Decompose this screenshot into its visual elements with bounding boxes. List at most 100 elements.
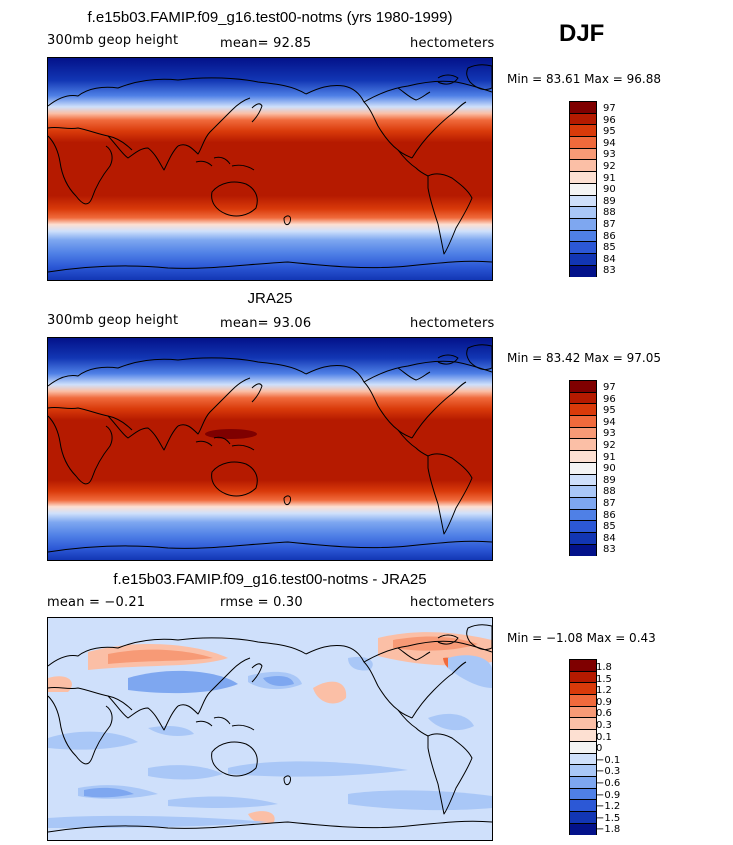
colorbar-label: 88 (603, 207, 616, 219)
colorbar-label: 0.9 (596, 696, 612, 708)
colorbar-swatch (570, 706, 596, 719)
colorbar-label: 97 (603, 382, 616, 393)
colorbar-swatch (570, 125, 596, 138)
colorbar-label: 89 (603, 195, 616, 207)
colorbar-label: 91 (603, 451, 616, 463)
colorbar-swatch (570, 218, 596, 231)
colorbar-label: 87 (603, 219, 616, 230)
colorbar-swatch (570, 730, 596, 742)
colorbar-swatch (570, 788, 596, 801)
colorbar-label: 83 (603, 265, 616, 277)
colorbar-label: 91 (603, 172, 616, 184)
colorbar-swatch (570, 265, 596, 278)
colorbar-swatch (570, 486, 596, 498)
colorbar-swatch (570, 497, 596, 510)
colorbar-swatch (570, 462, 596, 475)
colorbar-label: 90 (603, 463, 616, 475)
panel-1-colorbar (569, 101, 597, 278)
colorbar-swatch (570, 172, 596, 184)
colorbar-swatch (570, 416, 596, 428)
colorbar-label: 92 (603, 161, 616, 172)
colorbar-swatch (570, 381, 596, 393)
colorbar-label: 0 (596, 743, 603, 755)
colorbar-label: 0.1 (596, 731, 612, 743)
season-label: DJF (559, 20, 605, 47)
colorbar-label: 94 (603, 416, 616, 428)
colorbar-label: 0.3 (596, 720, 612, 731)
panel-2-map (47, 337, 493, 561)
colorbar-label: 83 (603, 544, 616, 556)
panel-3-contour-field (48, 618, 492, 840)
colorbar-label: 97 (603, 103, 616, 114)
panel-2-title: JRA25 (247, 290, 293, 307)
colorbar-label: 1.8 (596, 662, 612, 673)
colorbar-swatch (570, 474, 596, 487)
colorbar-swatch (570, 683, 596, 696)
colorbar-label: 94 (603, 137, 616, 149)
colorbar-swatch (570, 183, 596, 196)
panel-2-units-label: hectometers (410, 316, 495, 331)
colorbar-label: −1.8 (596, 824, 621, 836)
colorbar-swatch (570, 811, 596, 824)
panel-1-units-label: hectometers (410, 36, 495, 51)
colorbar-swatch (570, 230, 596, 243)
colorbar-label: 96 (603, 393, 616, 405)
colorbar-swatch (570, 427, 596, 440)
colorbar-swatch (570, 509, 596, 522)
panel-1-contour-field (48, 58, 492, 280)
colorbar-label: −0.9 (596, 789, 621, 801)
panel-2-minmax: Min = 83.42 Max = 97.05 (507, 351, 661, 365)
colorbar-label: 1.5 (596, 673, 612, 685)
colorbar-label: 84 (603, 253, 616, 265)
panel-3-colorbar (569, 659, 597, 836)
panel-3-units-label: hectometers (410, 595, 495, 610)
colorbar-swatch (570, 148, 596, 161)
colorbar-label: 85 (603, 242, 616, 254)
colorbar-swatch (570, 800, 596, 812)
colorbar-swatch (570, 521, 596, 533)
colorbar-label: −0.1 (596, 754, 621, 766)
colorbar-swatch (570, 718, 596, 731)
panel-1-title: f.e15b03.FAMIP.f09_g16.test00-notms (yrs… (87, 9, 453, 26)
colorbar-swatch (570, 242, 596, 254)
colorbar-swatch (570, 160, 596, 173)
colorbar-label: 93 (603, 149, 616, 161)
colorbar-label: 90 (603, 184, 616, 196)
colorbar-swatch (570, 823, 596, 836)
panel-2-colorbar (569, 380, 597, 557)
colorbar-label: 85 (603, 521, 616, 533)
colorbar-swatch (570, 253, 596, 266)
panel-2-mean-label: mean= 93.06 (220, 316, 312, 331)
colorbar-swatch (570, 113, 596, 126)
colorbar-label: 92 (603, 440, 616, 451)
colorbar-label: 86 (603, 509, 616, 521)
colorbar-label: 88 (603, 486, 616, 498)
colorbar-swatch (570, 404, 596, 417)
colorbar-label: 93 (603, 428, 616, 440)
colorbar-swatch (570, 660, 596, 672)
colorbar-swatch (570, 741, 596, 754)
panel-2-contour-field (48, 338, 492, 560)
colorbar-swatch (570, 671, 596, 684)
panel-3-mean-label: mean = −0.21 (47, 595, 146, 610)
colorbar-swatch (570, 195, 596, 208)
colorbar-label: 89 (603, 474, 616, 486)
panel-1-mean-label: mean= 92.85 (220, 36, 312, 51)
colorbar-swatch (570, 451, 596, 463)
panel-3-minmax: Min = −1.08 Max = 0.43 (507, 631, 656, 645)
colorbar-swatch (570, 695, 596, 707)
colorbar-swatch (570, 532, 596, 545)
maximum-blob (205, 429, 257, 439)
colorbar-label: −0.6 (596, 778, 621, 789)
colorbar-swatch (570, 137, 596, 149)
colorbar-label: 86 (603, 230, 616, 242)
panel-1-variable-label: 300mb geop height (47, 33, 179, 48)
colorbar-label: −0.3 (596, 766, 621, 778)
colorbar-label: 95 (603, 405, 616, 417)
colorbar-label: 95 (603, 126, 616, 138)
colorbar-swatch (570, 776, 596, 789)
colorbar-swatch (570, 753, 596, 766)
panel-1-map (47, 57, 493, 281)
colorbar-swatch (570, 207, 596, 219)
colorbar-label: 87 (603, 498, 616, 509)
